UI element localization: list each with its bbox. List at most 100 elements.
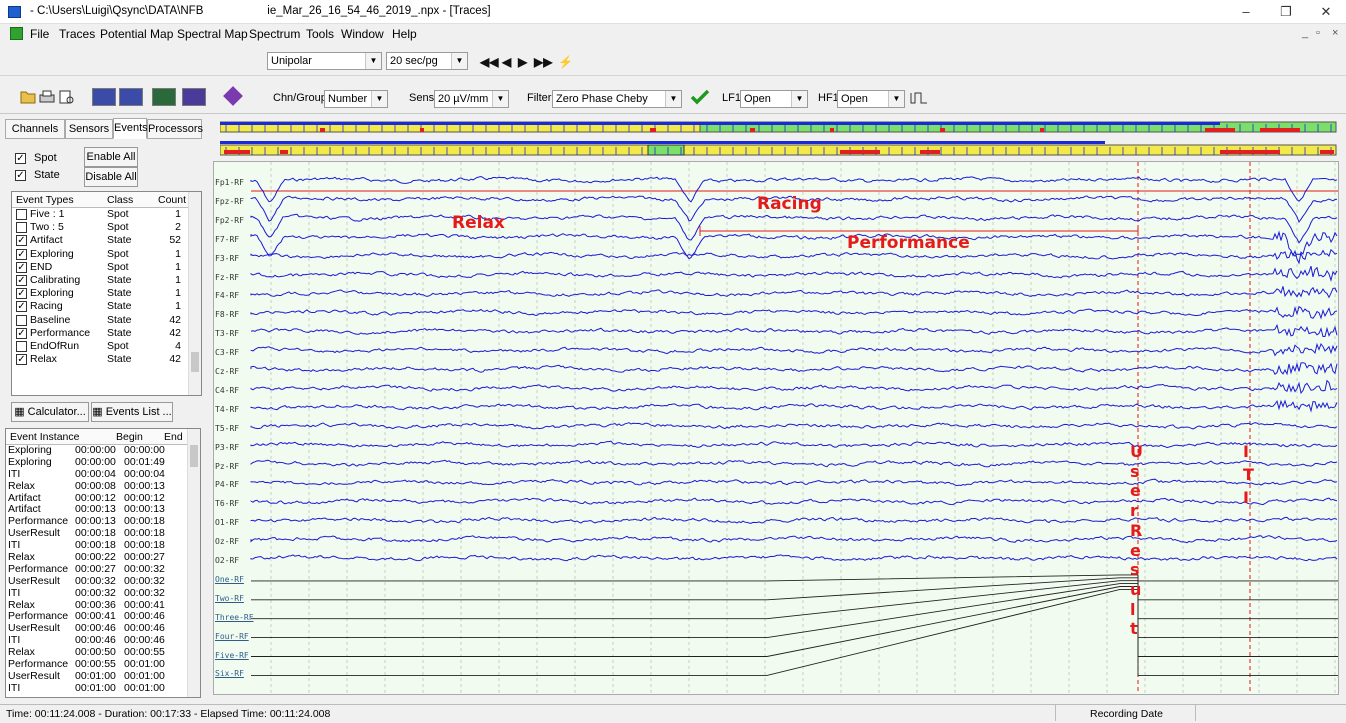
tab-processors[interactable]: Processors (147, 119, 203, 139)
lf1-select[interactable]: Open ▼ (740, 90, 808, 108)
list-item[interactable]: ✓ Racing State 1 (12, 300, 201, 313)
table-row[interactable]: Performance 00:00:55 00:01:00 (6, 658, 200, 671)
enable-all-button[interactable]: Enable All (84, 147, 138, 167)
channel-label[interactable]: O2-RF (215, 556, 240, 565)
column-header[interactable]: Event Types (16, 194, 74, 206)
menu-help[interactable]: Help (392, 27, 417, 41)
channel-label[interactable]: T6-RF (215, 499, 240, 509)
table-row[interactable]: Relax 00:00:36 00:00:41 (6, 599, 200, 612)
channel-label[interactable]: F7-RF (215, 234, 240, 244)
event-type-checkbox[interactable] (16, 209, 27, 220)
table-row[interactable]: Exploring 00:00:00 00:00:00 (6, 445, 200, 457)
scroll-thumb[interactable] (191, 352, 199, 372)
channel-label[interactable]: Oz-RF (215, 537, 240, 547)
channel-label[interactable]: F4-RF (215, 291, 240, 301)
print-preview-icon[interactable] (59, 90, 74, 104)
disable-all-button[interactable]: Disable All (84, 167, 138, 187)
eeg-traces[interactable] (214, 162, 1338, 694)
apply-check-icon[interactable] (690, 89, 710, 105)
open-folder-icon[interactable] (20, 91, 36, 104)
chn-group-select[interactable]: Number ▼ (324, 90, 388, 108)
table-row[interactable]: ITI 00:00:32 00:00:32 (6, 587, 200, 600)
tab-events[interactable]: Events (113, 118, 148, 139)
event-type-checkbox[interactable]: ✓ (16, 274, 27, 286)
event-overview-bars[interactable] (220, 120, 1338, 158)
event-type-checkbox[interactable]: ✓ (16, 288, 27, 300)
channel-label[interactable]: One-RF (215, 574, 244, 584)
channel-label[interactable]: Pz-RF (215, 461, 240, 471)
event-type-checkbox[interactable]: ✓ (16, 327, 27, 339)
spectrum-view-button[interactable] (182, 88, 206, 106)
channel-label[interactable]: P3-RF (215, 442, 240, 452)
calculator-button[interactable]: ▦ Calculator... (11, 402, 89, 422)
menu-window[interactable]: Window (341, 27, 384, 41)
notch-filter-icon[interactable] (910, 90, 928, 106)
channel-label[interactable]: Four-RF (215, 631, 249, 641)
channel-label[interactable]: T3-RF (215, 329, 240, 339)
list-item[interactable]: Five : 1 Spot 1 (12, 208, 201, 221)
channel-label[interactable]: F3-RF (215, 253, 240, 263)
channel-label[interactable]: Cz-RF (215, 367, 240, 376)
restore-button[interactable]: ❐ (1280, 4, 1292, 19)
tab-sensors[interactable]: Sensors (65, 119, 113, 139)
table-row[interactable]: Performance 00:00:27 00:00:32 (6, 563, 200, 576)
mdi-close-button[interactable]: × (1332, 27, 1339, 39)
list-item[interactable]: ✓ Relax State 42 (12, 353, 201, 366)
channel-label[interactable]: Six-RF (215, 669, 244, 679)
last-page-button[interactable]: ▶▶ (534, 55, 553, 69)
menu-potential-map[interactable]: Potential Map (100, 27, 174, 41)
mdi-minimize-button[interactable]: _ (1302, 27, 1309, 39)
state-checkbox[interactable]: ✓ (15, 170, 26, 181)
table-row[interactable]: ITI 00:00:46 00:00:46 (6, 634, 200, 647)
page-speed-select[interactable]: 20 sec/pg ▼ (386, 52, 468, 70)
menu-spectrum[interactable]: Spectrum (249, 27, 301, 41)
column-header[interactable]: Class (107, 194, 134, 206)
list-item[interactable]: ✓ Performance State 42 (12, 327, 201, 340)
channel-label[interactable]: Fp1-RF (215, 178, 244, 187)
channel-label[interactable]: Fz-RF (215, 272, 240, 282)
column-header[interactable]: Event Instance (10, 431, 80, 443)
montage-select[interactable]: Unipolar ▼ (267, 52, 382, 70)
table-row[interactable]: Relax 00:00:50 00:00:55 (6, 646, 200, 659)
table-row[interactable]: Exploring 00:00:00 00:01:49 (6, 456, 200, 469)
channel-label[interactable]: O1-RF (215, 518, 240, 528)
lightning-icon[interactable]: ⚡ (558, 55, 573, 69)
mdi-restore-button[interactable]: ▫ (1316, 27, 1320, 39)
print-icon[interactable] (39, 90, 55, 103)
event-type-checkbox[interactable] (16, 340, 27, 352)
table-row[interactable]: UserResult 00:01:00 00:01:00 (6, 670, 200, 683)
column-header[interactable]: Begin (116, 431, 143, 443)
channel-label[interactable]: Three-RF (215, 612, 254, 622)
menu-tools[interactable]: Tools (306, 27, 335, 41)
table-row[interactable]: ITI 00:00:04 00:00:04 (6, 468, 200, 481)
channel-label[interactable]: Fp2-RF (215, 215, 244, 225)
table-row[interactable]: Performance 00:00:41 00:00:46 (6, 611, 200, 623)
event-type-checkbox[interactable]: ✓ (16, 248, 27, 260)
spectral-view-button[interactable] (152, 88, 176, 106)
column-header[interactable]: End (164, 431, 183, 443)
minimize-button[interactable]: – (1242, 4, 1250, 19)
instances-scrollbar[interactable] (187, 429, 200, 697)
event-types-scrollbar[interactable] (188, 192, 201, 395)
list-item[interactable]: EndOfRun Spot 4 (12, 340, 201, 353)
channel-label[interactable]: Five-RF (215, 650, 249, 660)
event-type-checkbox[interactable]: ✓ (16, 261, 27, 273)
channel-label[interactable]: P4-RF (215, 480, 240, 490)
event-type-checkbox[interactable]: ✓ (16, 301, 27, 313)
filter-select[interactable]: Zero Phase Cheby ▼ (552, 90, 682, 108)
event-type-checkbox[interactable] (16, 222, 27, 234)
list-item[interactable]: ✓ Calibrating State 1 (12, 274, 201, 287)
spot-checkbox[interactable]: ✓ (15, 153, 26, 164)
channel-label[interactable]: Two-RF (215, 593, 244, 603)
channel-label[interactable]: Fpz-RF (215, 196, 244, 206)
channel-label[interactable]: C3-RF (215, 348, 240, 358)
channel-label[interactable]: C4-RF (215, 385, 240, 395)
channel-label[interactable]: T5-RF (215, 423, 240, 433)
table-row[interactable]: Relax 00:00:08 00:00:13 (6, 480, 200, 493)
sens-select[interactable]: 20 µV/mm ▼ (434, 90, 509, 108)
menu-file[interactable]: File (30, 27, 50, 41)
list-item[interactable]: ✓ END Spot 1 (12, 261, 201, 274)
traces-view-button[interactable] (92, 88, 116, 106)
table-row[interactable]: ITI 00:01:00 00:01:00 (6, 682, 200, 695)
events-list-button[interactable]: ▦ Events List ... (91, 402, 173, 422)
